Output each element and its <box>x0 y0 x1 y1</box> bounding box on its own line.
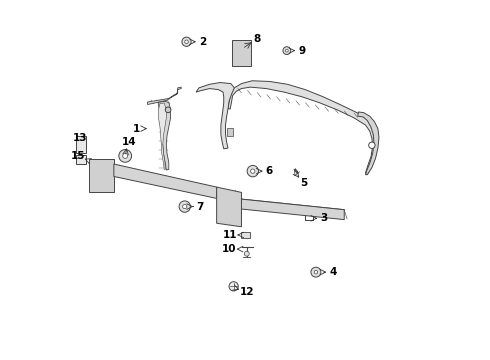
Circle shape <box>368 142 375 148</box>
Polygon shape <box>358 112 379 175</box>
Circle shape <box>247 166 258 177</box>
Circle shape <box>314 270 318 274</box>
Circle shape <box>183 204 187 209</box>
Text: 13: 13 <box>73 133 87 143</box>
Circle shape <box>179 201 191 212</box>
Text: 9: 9 <box>299 46 306 56</box>
Polygon shape <box>231 198 344 220</box>
Circle shape <box>311 267 321 277</box>
FancyBboxPatch shape <box>226 128 233 136</box>
Text: 12: 12 <box>240 287 254 297</box>
Polygon shape <box>147 87 181 104</box>
Text: 3: 3 <box>320 213 327 223</box>
Polygon shape <box>89 159 114 192</box>
Text: 7: 7 <box>196 202 204 212</box>
FancyBboxPatch shape <box>242 233 250 238</box>
Text: 5: 5 <box>300 178 307 188</box>
Polygon shape <box>114 164 217 198</box>
Circle shape <box>122 153 128 158</box>
Text: 6: 6 <box>266 166 273 176</box>
Circle shape <box>251 169 255 173</box>
Circle shape <box>185 40 188 44</box>
Text: 11: 11 <box>223 230 237 240</box>
Circle shape <box>285 49 288 52</box>
Circle shape <box>165 107 171 113</box>
Polygon shape <box>228 81 378 175</box>
Circle shape <box>182 37 191 46</box>
Text: 14: 14 <box>122 137 136 147</box>
Circle shape <box>229 282 238 291</box>
Text: 2: 2 <box>199 37 206 47</box>
Circle shape <box>245 251 249 256</box>
Circle shape <box>283 47 291 54</box>
FancyBboxPatch shape <box>75 155 86 164</box>
FancyBboxPatch shape <box>75 136 86 153</box>
Polygon shape <box>217 187 242 227</box>
Text: 8: 8 <box>254 34 261 44</box>
Text: 1: 1 <box>133 123 141 134</box>
Polygon shape <box>196 82 234 149</box>
FancyBboxPatch shape <box>232 40 251 66</box>
Text: 4: 4 <box>329 267 337 277</box>
Polygon shape <box>159 103 166 169</box>
Text: 15: 15 <box>71 151 85 161</box>
Text: 10: 10 <box>222 244 237 254</box>
Polygon shape <box>158 101 171 170</box>
Circle shape <box>119 149 132 162</box>
